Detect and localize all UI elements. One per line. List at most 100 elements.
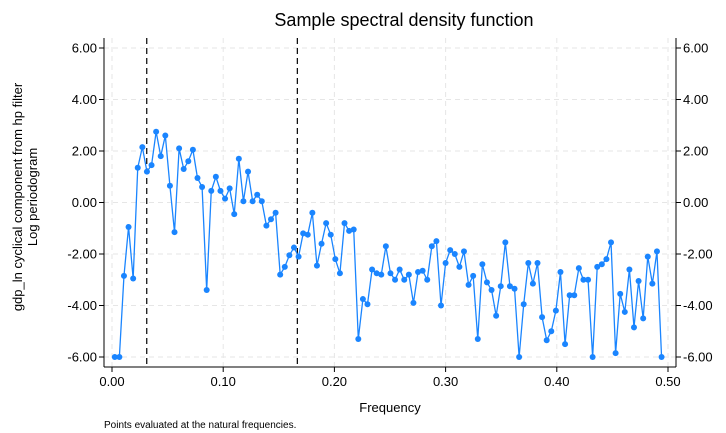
data-point [153,128,160,135]
data-point [474,335,481,342]
data-point [612,350,619,357]
data-point [608,239,615,246]
data-point [552,307,559,314]
y-axis-title-line-2: Log periodogram [25,148,40,246]
data-point [157,153,164,160]
data-point [254,191,261,198]
data-point [378,271,385,278]
data-point [120,272,127,279]
x-tick-label: 0.00 [99,374,124,389]
x-axis-title: Frequency [359,400,421,415]
data-point [382,243,389,250]
data-point [626,266,633,273]
data-point [290,244,297,251]
data-point [281,263,288,270]
data-series [111,128,665,360]
data-point [585,276,592,283]
data-point [166,182,173,189]
data-point [217,187,224,194]
data-point [589,354,596,360]
data-point [571,292,578,299]
data-point [272,209,279,216]
chart-title: Sample spectral density function [274,10,533,30]
data-point [493,312,500,319]
y-tick-label-right: 6.00 [683,41,708,56]
data-point [194,175,201,182]
data-point [364,301,371,308]
data-point [447,247,454,254]
data-point [171,229,178,236]
data-point [635,278,642,285]
data-point [562,341,569,348]
x-tick-label: 0.30 [433,374,458,389]
data-point [506,283,513,290]
data-point [263,222,270,229]
data-point [304,231,311,238]
series-line [114,131,663,358]
data-point [525,260,532,267]
data-point [203,287,210,294]
data-point [580,276,587,283]
y-tick-label-right: 4.00 [683,92,708,107]
data-point [438,302,445,309]
data-point [176,145,183,152]
data-point [208,187,215,194]
data-point [456,263,463,270]
y-tick-label-left: -2.00 [67,247,97,262]
data-point [359,296,366,303]
y-tick-label-right: -4.00 [683,298,713,313]
data-point [245,168,252,175]
data-point [433,238,440,245]
data-point [594,263,601,270]
data-point [116,354,123,360]
data-point [460,248,467,255]
y-tick-label-left: 0.00 [72,195,97,210]
data-point [548,328,555,335]
data-point [134,164,141,171]
data-point [318,240,325,247]
data-point [143,168,150,175]
y-tick-label-right: 0.00 [683,195,708,210]
data-point [470,272,477,279]
data-point [199,184,206,191]
y-tick-label-left: -6.00 [67,350,97,365]
data-point [111,354,118,360]
data-point [139,144,146,151]
data-point [346,227,353,234]
x-tick-label: 0.50 [655,374,680,389]
y-tick-label-right: -6.00 [683,350,713,365]
data-point [295,253,302,260]
data-point [644,253,651,260]
data-point [332,256,339,263]
data-point [483,279,490,286]
data-point [424,276,431,283]
data-point [180,166,187,173]
data-point [401,276,408,283]
data-point [598,261,605,268]
data-point [125,223,132,230]
data-point [148,162,155,169]
data-point [405,271,412,278]
y-tick-label-left: 6.00 [72,41,97,56]
chart-note: Points evaluated at the natural frequenc… [104,420,296,431]
data-point [392,276,399,283]
data-point [355,335,362,342]
data-point [300,230,307,237]
data-point [653,248,660,255]
data-point [658,354,665,360]
data-point [189,146,196,153]
data-point [465,281,472,288]
data-point [442,260,449,267]
data-point [621,308,628,315]
data-point [575,265,582,272]
data-point [419,267,426,274]
data-point [630,324,637,331]
data-point [428,243,435,250]
data-point [212,173,219,180]
y-axis-title-line-1: gdp_ln cyclical component from hp filter [10,82,25,311]
data-point [387,270,394,277]
y-tick-label-right: 2.00 [683,144,708,159]
data-point [341,220,348,227]
data-point [258,198,265,205]
data-point [277,271,284,278]
